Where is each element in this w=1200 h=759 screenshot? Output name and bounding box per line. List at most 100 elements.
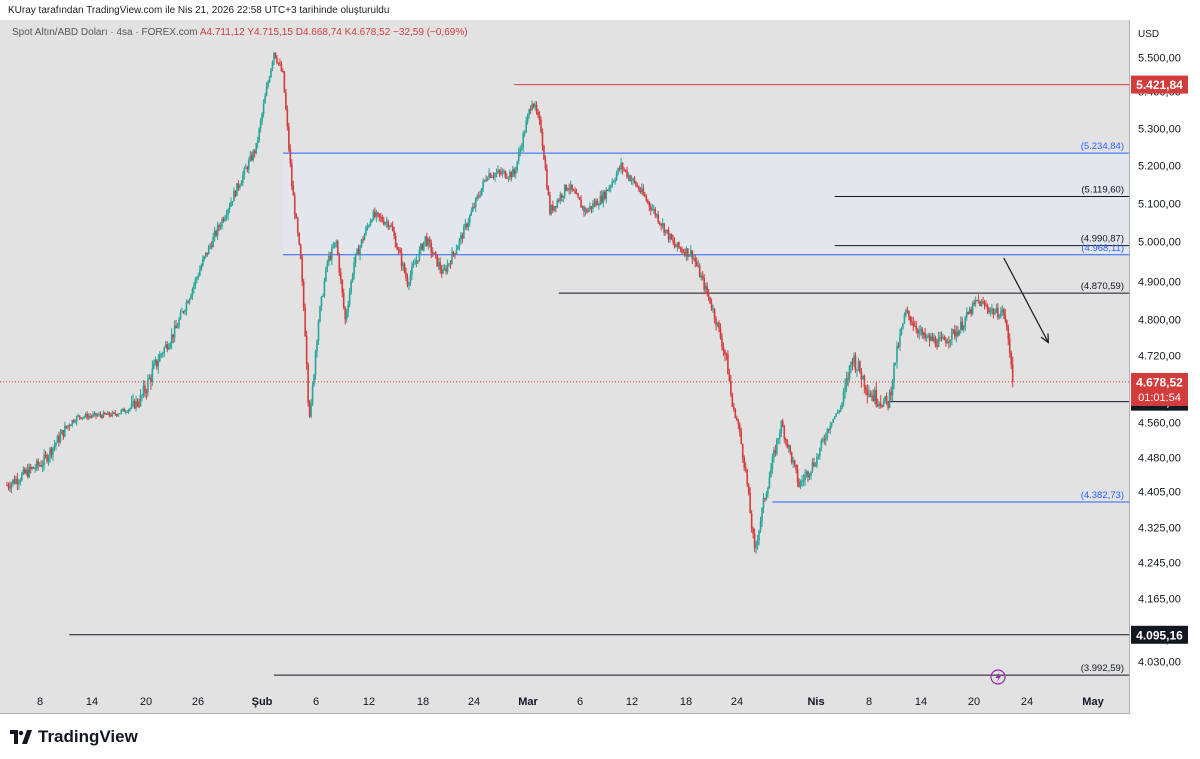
candle-body [777,438,780,440]
candle-body [161,353,164,355]
candle-body [721,338,723,347]
candle-body [485,179,487,181]
candle-body [664,229,667,233]
candle-body [286,109,289,127]
candle-body [216,225,219,236]
candle-body [121,408,124,411]
candle-body [563,184,566,196]
candle-body [697,265,700,267]
candle-body [470,211,473,216]
projection-arrow[interactable] [1003,257,1049,343]
candle-body [279,63,281,65]
candle-body [375,212,378,217]
candle-body [948,341,950,343]
candle-body [454,253,456,255]
candle-body [56,435,59,444]
candle-body [390,225,392,227]
x-tick-label: 26 [192,696,204,708]
candle-body [264,95,266,104]
candle-body [439,262,441,270]
candle-body [402,263,404,267]
candle-body [641,188,643,193]
candle-body [626,170,628,178]
candle-body [145,392,148,394]
level-tag-label: (4.870,59) [1081,281,1124,292]
candle-body [933,337,935,342]
candle-body [814,465,817,467]
candle-body [919,329,922,331]
candle-body [84,413,87,417]
tradingview-logo[interactable]: TradingView [10,727,138,747]
candle-body [1003,309,1005,315]
candle-body [617,168,619,174]
candle-body [163,347,166,354]
candle-body [127,409,130,412]
candle-body [649,206,652,211]
candle-body [571,184,573,190]
candle-body [663,223,665,233]
candle-body [719,328,722,339]
candle-body [648,201,651,207]
candle-body [451,251,453,265]
candle-body [16,478,19,484]
x-tick-label: 6 [313,696,319,708]
candle-body [514,170,517,174]
candle-body [52,447,54,455]
candle-body [111,412,114,417]
candle-body [529,109,532,111]
candle-body [423,241,425,250]
candle-body [636,185,639,187]
candle-body [233,190,235,202]
candle-body [221,218,223,227]
candle-body [779,432,781,439]
symbol-legend: Spot Altın/ABD Doları · 4sa · FOREX.com … [12,27,468,38]
candle-body [6,485,8,487]
x-tick-label: Şub [252,696,273,708]
candle-body [736,417,738,420]
candle-body [857,361,860,370]
candle-body [881,406,883,408]
candle-body [574,190,576,194]
candle-body [380,216,382,218]
candle-body [534,104,536,108]
candle-body [74,421,77,423]
candle-body [408,283,410,286]
x-tick-label: 14 [86,696,98,708]
candle-body [639,190,642,193]
candle-body [891,382,894,396]
candle-body [500,172,502,174]
level-tag-label: (4.968,11) [1081,243,1124,254]
candle-body [421,244,424,250]
plot-area[interactable] [0,20,1130,713]
candle-body [1008,339,1011,353]
candle-body [40,465,42,467]
candle-body [532,103,535,108]
candle-body [847,378,849,380]
candle-body [412,264,415,267]
candle-body [114,412,117,415]
candle-body [262,103,265,114]
candle-body [786,439,789,448]
candle-body [890,391,892,396]
current-price-badge [1131,372,1188,406]
candle-body [647,200,649,202]
candle-body [328,255,330,262]
candle-body [694,258,697,263]
candle-body [339,272,342,280]
candle-body [863,375,866,388]
candle-body [136,401,139,407]
symbol-name[interactable]: Spot Altın/ABD Doları · 4sa · FOREX.com [12,27,198,38]
candle-body [160,353,163,355]
resistance-zone[interactable] [282,153,1129,255]
candle-body [449,263,452,265]
candle-body [946,341,949,344]
candle-body [341,279,344,293]
candle-body [980,301,983,307]
candle-body [437,262,440,267]
candle-body [715,318,717,326]
lightning-icon[interactable] [990,669,1006,685]
candle-body [396,246,398,250]
candle-body [181,311,183,313]
candle-body [805,471,808,475]
